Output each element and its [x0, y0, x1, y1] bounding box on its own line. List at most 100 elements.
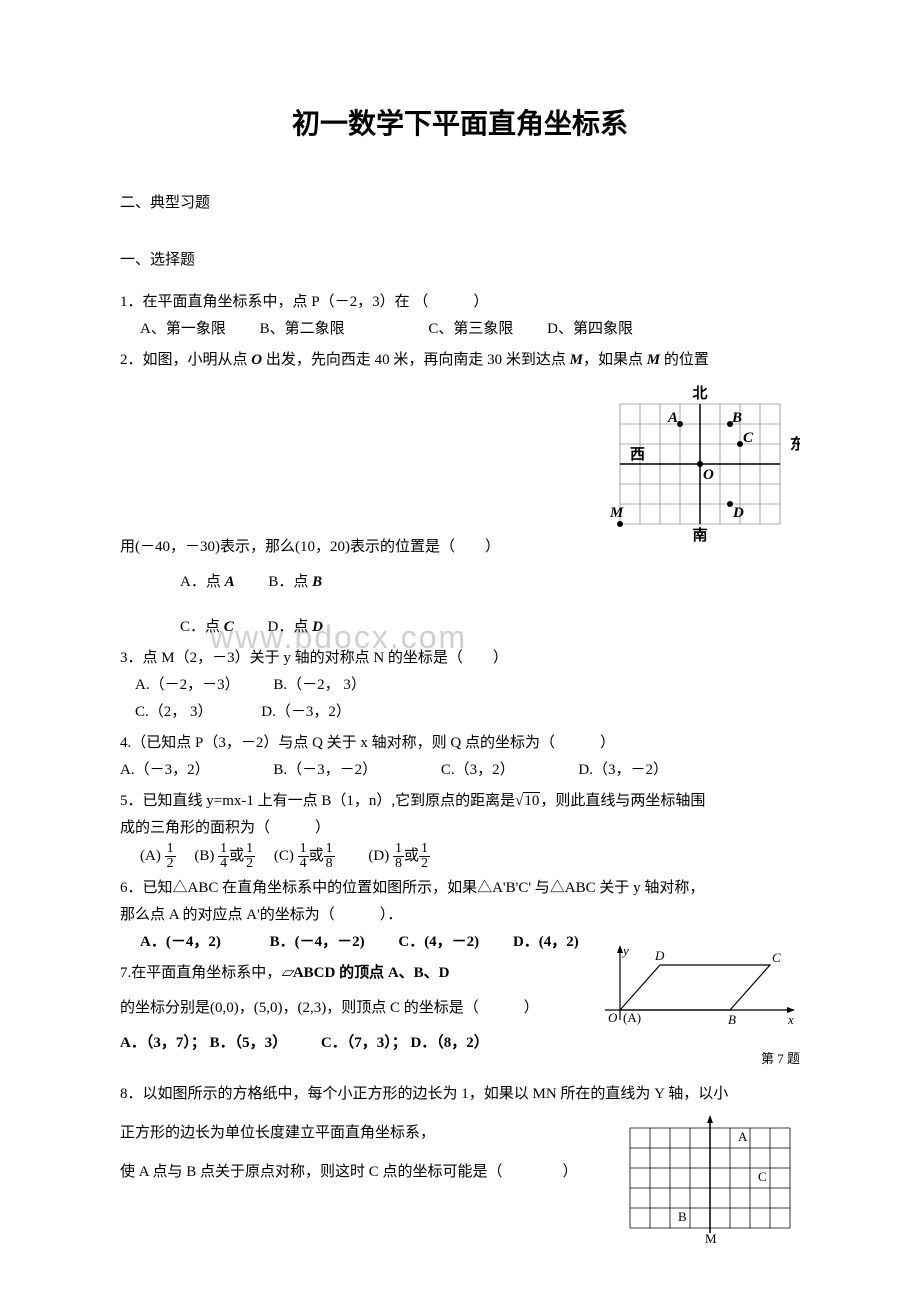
- q2-optAV: A: [225, 574, 235, 590]
- q7-figure: O (A) B C D y x 第 7 题: [600, 940, 800, 1070]
- page-title: 初一数学下平面直角坐标系: [120, 100, 800, 150]
- question-1: 1．在平面直角坐标系中，点 P（－2，3）在 （ ） A、第一象限 B、第二象限…: [120, 289, 800, 343]
- fig-south: 南: [692, 526, 707, 544]
- q4-optB: B.（－3，－2）: [273, 762, 377, 778]
- q6-text1: 6．已知△ABC 在直角坐标系中的位置如图所示，如果△A'B'C' 与△ABC …: [120, 880, 704, 896]
- sqrt-icon: 10: [515, 788, 540, 815]
- q2-optDV: D: [312, 619, 323, 635]
- q7-x: x: [787, 1012, 794, 1027]
- frac-1-4b: 14: [298, 842, 309, 871]
- q2-M2: M: [647, 352, 660, 368]
- q8-figure: A C B M: [620, 1113, 800, 1258]
- frac-1-2c: 12: [419, 842, 430, 871]
- q1-optD: D、第四象限: [547, 321, 633, 337]
- q3-optD: D.（－3，2）: [261, 704, 351, 720]
- q6-options: A．(－4，2) B．(－4，－2) C．(4，－2) D．(4，2): [140, 934, 579, 950]
- q2-optD: D．点: [268, 619, 309, 635]
- q5-optD: (D): [368, 848, 389, 864]
- q7-A: (A): [623, 1010, 641, 1025]
- q8-text1: 8．以如图所示的方格纸中，每个小正方形的边长为 1，如果以 MN 所在的直线为 …: [120, 1086, 728, 1102]
- q2-optBV: B: [312, 574, 322, 590]
- question-3: 3．点 M（2，－3）关于 y 轴的对称点 N 的坐标是（ ） A.（－2，－3…: [120, 645, 800, 726]
- q4-text: 4.（已知点 P（3，－2）与点 Q 关于 x 轴对称，则 Q 点的坐标为（ ）: [120, 735, 615, 751]
- q2-text5: 用(－40，－30)表示，那么(10，20)表示的位置是（ ）: [120, 539, 500, 555]
- q1-text: 1．在平面直角坐标系中，点 P（－2，3）在 （ ）: [120, 294, 488, 310]
- q3-text: 3．点 M（2，－3）关于 y 轴的对称点 N 的坐标是（ ）: [120, 650, 508, 666]
- q7-optD: D．（8，2）: [410, 1035, 488, 1051]
- section-header-1: 二、典型习题: [120, 190, 800, 217]
- q3-optB: B.（－2， 3）: [273, 677, 366, 693]
- q2-text2: 出发，先向西走 40 米，再向南走 30 米到达点: [262, 352, 570, 368]
- q5-text3: 成的三角形的面积为（ ）: [120, 820, 330, 836]
- q5-text1: 5．已知直线 y=mx-1 上有一点 B（1，n）,它到原点的距离是: [120, 793, 515, 809]
- q4-optC: C.（3，2）: [441, 762, 515, 778]
- q2-optC: C．点: [180, 619, 220, 635]
- fig-C: C: [743, 430, 754, 446]
- q1-optB: B、第二象限: [260, 321, 345, 337]
- q1-optA: A、第一象限: [140, 321, 226, 337]
- or1: 或: [229, 848, 244, 864]
- q7-text1b: ABCD 的顶点 A、B、D: [293, 965, 450, 981]
- frac-1-2b: 12: [244, 842, 255, 871]
- q1-optC: C、第三象限: [428, 321, 513, 337]
- fig-west: 西: [630, 446, 645, 463]
- q6-optD: D．(4，2): [513, 934, 579, 950]
- fig-O: O: [703, 467, 714, 483]
- q5-optA: (A): [140, 848, 161, 864]
- q8-text2: 正方形的边长为单位长度建立平面直角坐标系，: [120, 1125, 435, 1141]
- q7-para: ▱: [281, 965, 293, 981]
- q6-optA: A．(－4，2): [140, 934, 221, 950]
- fig-B: B: [731, 410, 742, 426]
- q7-O: O: [608, 1010, 618, 1025]
- fig-north: 北: [692, 385, 707, 402]
- q6-text2: 那么点 A 的对应点 A'的坐标为（ ）．: [120, 907, 402, 923]
- frac-1-4: 14: [218, 842, 229, 871]
- question-7: O (A) B C D y x 第 7 题 7.在平面直角坐标系中，▱ABCD …: [120, 960, 800, 1057]
- q7-text1: 7.在平面直角坐标系中，: [120, 965, 281, 981]
- q5-optC: (C): [274, 848, 294, 864]
- frac-1-8: 18: [324, 842, 335, 871]
- question-5: 5．已知直线 y=mx-1 上有一点 B（1，n）,它到原点的距离是10，则此直…: [120, 788, 800, 871]
- or3: 或: [404, 848, 419, 864]
- question-4: 4.（已知点 P（3，－2）与点 Q 关于 x 轴对称，则 Q 点的坐标为（ ）…: [120, 730, 800, 784]
- q7-optA: A．（3，7）；: [120, 1035, 206, 1051]
- q5-text2: ，则此直线与两坐标轴围: [540, 793, 705, 809]
- fig-M: M: [610, 505, 624, 521]
- q5-optB: (B): [194, 848, 214, 864]
- fig-A: A: [667, 410, 678, 426]
- fig-D: D: [732, 505, 744, 521]
- q2-O: O: [251, 352, 262, 368]
- q7-y: y: [621, 943, 629, 958]
- q2-text3: ，如果点: [583, 352, 647, 368]
- q7-B: B: [728, 1012, 736, 1027]
- q4-optA: A.（－3，2）: [120, 762, 210, 778]
- q6-optB: B．(－4，－2): [270, 934, 365, 950]
- q2-text4: 的位置: [660, 352, 709, 368]
- q7-text2: 的坐标分别是(0,0)，(5,0)，(2,3)，则顶点 C 的坐标是（ ）: [120, 1000, 539, 1016]
- q6-optC: C．(4，－2): [398, 934, 479, 950]
- q7-caption: 第 7 题: [600, 1047, 800, 1070]
- q3-optC: C.（2， 3）: [135, 704, 213, 720]
- q2-text1: 2．如图，小明从点: [120, 352, 251, 368]
- q2-figure: 北 南 东 西 A B C O D M: [610, 384, 800, 554]
- q8-C: C: [758, 1169, 767, 1184]
- q7-optC: C．（7，3）；: [321, 1035, 407, 1051]
- q1-options: A、第一象限 B、第二象限 C、第三象限 D、第四象限: [140, 321, 663, 337]
- q7-D: D: [654, 948, 665, 963]
- q8-text3: 使 A 点与 B 点关于原点对称，则这时 C 点的坐标可能是（ ）: [120, 1164, 578, 1180]
- q2-optB: B．点: [268, 574, 308, 590]
- q7-optB: B．（5，3）: [210, 1035, 288, 1051]
- q2-optCV: C: [224, 619, 234, 635]
- question-2: 2．如图，小明从点 O 出发，先向西走 40 米，再向南走 30 米到达点 M，…: [120, 347, 800, 641]
- frac-1-8b: 18: [393, 842, 404, 871]
- section-header-2: 一、选择题: [120, 247, 800, 274]
- fig-east: 东: [790, 435, 800, 453]
- q7-C: C: [772, 950, 781, 965]
- q8-B: B: [678, 1209, 687, 1224]
- question-8: 8．以如图所示的方格纸中，每个小正方形的边长为 1，如果以 MN 所在的直线为 …: [120, 1081, 800, 1186]
- q2-M: M: [570, 352, 583, 368]
- frac-1-2: 12: [165, 842, 176, 871]
- q5-options: (A) 12 (B) 14或12 (C) 14或18 (D) 18或12: [140, 848, 430, 864]
- q2-optA: A．点: [180, 574, 221, 590]
- q3-optA: A.（－2，－3）: [135, 677, 240, 693]
